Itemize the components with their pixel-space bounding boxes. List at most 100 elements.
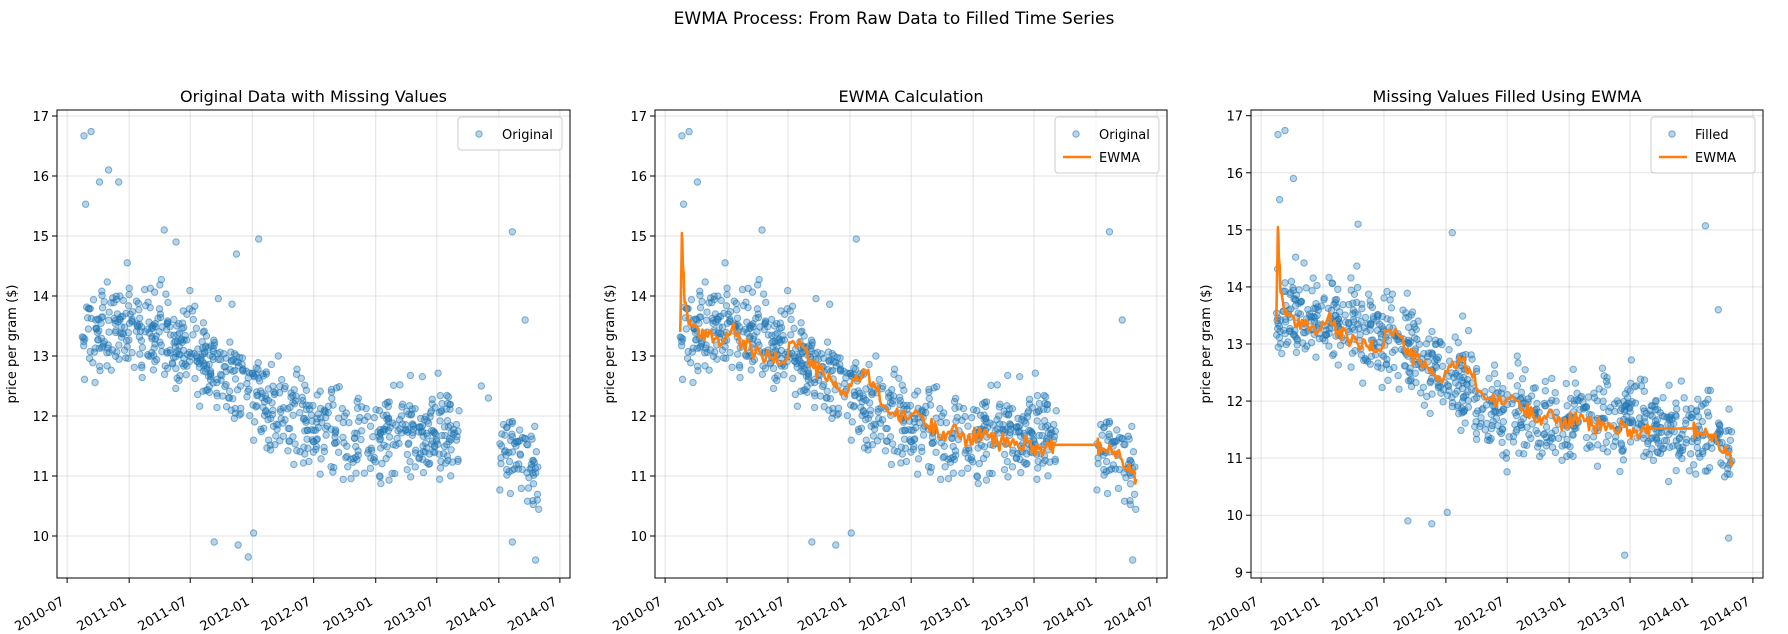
data-point (268, 410, 277, 419)
data-point (951, 404, 959, 412)
data-point (1518, 375, 1527, 383)
data-point (353, 404, 362, 412)
data-point (1688, 413, 1696, 422)
data-point (1701, 222, 1710, 230)
data-point (872, 352, 880, 360)
data-point (124, 302, 133, 310)
data-point (967, 456, 975, 464)
data-point (1033, 475, 1041, 483)
data-point (709, 319, 717, 327)
data-point (723, 290, 731, 299)
data-point (518, 465, 526, 474)
data-point (698, 297, 706, 306)
data-point (728, 363, 736, 371)
data-point (1313, 281, 1321, 290)
data-point (1490, 361, 1499, 369)
y-tick-label: 15 (32, 230, 49, 245)
data-point (95, 316, 103, 324)
legend-box (457, 116, 563, 151)
data-point (769, 342, 777, 351)
data-point (499, 420, 508, 429)
data-point (100, 297, 108, 306)
data-point (1128, 556, 1137, 564)
data-point (1043, 400, 1051, 409)
data-point (1391, 346, 1399, 354)
data-point (1464, 326, 1473, 335)
data-point (933, 383, 941, 391)
data-point (1723, 464, 1732, 473)
data-point (452, 420, 461, 429)
data-point (92, 324, 100, 332)
data-point (1499, 418, 1508, 426)
data-point (1367, 352, 1376, 361)
data-point (477, 382, 485, 390)
data-point (793, 402, 802, 410)
legend-label: EWMA (1099, 151, 1140, 166)
data-point (1102, 457, 1111, 466)
data-point (352, 442, 360, 451)
data-point (1593, 462, 1602, 470)
data-point (285, 437, 293, 445)
data-point (140, 285, 149, 294)
x-tick-label: 2014-01 (1041, 594, 1096, 634)
data-point (701, 362, 709, 370)
data-point (1387, 316, 1395, 324)
data-point (415, 423, 423, 432)
data-point (316, 404, 325, 413)
data-point (231, 404, 239, 413)
data-point (138, 363, 146, 372)
data-point (1022, 460, 1030, 468)
data-point (756, 323, 764, 331)
data-point (80, 375, 89, 384)
data-point (245, 385, 253, 394)
data-point (189, 331, 197, 339)
data-point (958, 469, 966, 477)
data-point (1404, 517, 1412, 525)
data-point (1000, 450, 1009, 459)
data-point (1689, 461, 1698, 469)
data-point (1330, 350, 1338, 358)
data-point (1570, 396, 1578, 405)
data-point (181, 360, 190, 368)
data-point (138, 373, 146, 382)
data-point (1706, 386, 1715, 395)
legend-label: Original (502, 128, 553, 143)
data-point (171, 342, 180, 351)
x-tick-label: 2013-01 (1515, 594, 1570, 634)
data-point (324, 408, 332, 417)
data-point (444, 393, 453, 401)
y-tick-label: 15 (1226, 224, 1243, 239)
data-point (250, 418, 259, 426)
data-point (941, 463, 949, 471)
data-point (842, 374, 850, 382)
data-point (432, 436, 440, 444)
data-point (454, 427, 462, 435)
data-point (246, 411, 254, 420)
data-point (1115, 465, 1124, 474)
y-tick-label: 13 (630, 350, 647, 365)
data-point (1328, 279, 1336, 287)
x-tick-label: 2011-01 (75, 594, 130, 634)
data-point (693, 362, 702, 370)
data-point (887, 460, 896, 469)
panel-original: 2010-07 2011-01 2011-07 2012-01 2012-07 2013-… (5, 87, 571, 634)
data-point (1602, 438, 1610, 446)
data-point (89, 359, 97, 367)
data-point (213, 349, 222, 358)
data-point (1308, 287, 1316, 295)
data-point (1458, 312, 1467, 320)
data-point (122, 337, 131, 345)
data-point (1003, 457, 1012, 466)
data-point (90, 348, 99, 356)
data-point (1335, 308, 1344, 316)
data-point (1582, 433, 1591, 442)
data-point (769, 384, 778, 393)
data-point (1358, 304, 1366, 313)
data-point (810, 378, 819, 387)
data-point (364, 446, 373, 454)
data-point (1113, 426, 1121, 434)
data-point (244, 553, 252, 561)
data-point (502, 465, 511, 474)
data-point (685, 127, 693, 136)
data-point (1301, 329, 1309, 337)
